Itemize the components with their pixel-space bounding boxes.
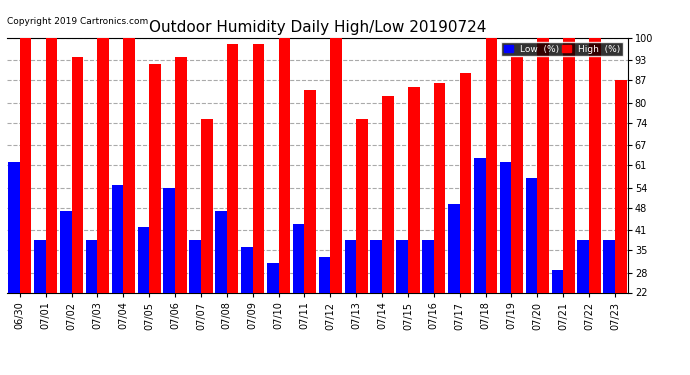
Bar — [538, 38, 549, 292]
Bar — [371, 240, 382, 292]
Bar — [46, 38, 57, 292]
Bar — [474, 159, 486, 292]
Bar — [344, 240, 356, 292]
Bar — [511, 57, 523, 292]
Bar — [149, 64, 161, 292]
Bar — [175, 57, 187, 292]
Bar — [382, 96, 394, 292]
Bar — [241, 247, 253, 292]
Bar — [201, 119, 213, 292]
Bar — [460, 74, 471, 292]
Bar — [319, 256, 331, 292]
Bar — [97, 38, 109, 292]
Legend: Low  (%), High  (%): Low (%), High (%) — [502, 42, 623, 56]
Bar — [215, 211, 227, 292]
Bar — [189, 240, 201, 292]
Bar — [164, 188, 175, 292]
Bar — [615, 80, 627, 292]
Title: Outdoor Humidity Daily High/Low 20190724: Outdoor Humidity Daily High/Low 20190724 — [149, 20, 486, 35]
Bar — [124, 38, 135, 292]
Bar — [422, 240, 434, 292]
Bar — [137, 227, 149, 292]
Bar — [227, 44, 239, 292]
Bar — [434, 83, 446, 292]
Bar — [279, 38, 290, 292]
Bar — [603, 240, 615, 292]
Bar — [20, 38, 32, 292]
Bar — [72, 57, 83, 292]
Bar — [8, 162, 20, 292]
Bar — [486, 38, 497, 292]
Bar — [356, 119, 368, 292]
Bar — [86, 240, 97, 292]
Bar — [500, 162, 511, 292]
Bar — [526, 178, 538, 292]
Bar — [396, 240, 408, 292]
Bar — [34, 240, 46, 292]
Bar — [304, 90, 316, 292]
Bar — [112, 184, 124, 292]
Bar — [589, 38, 601, 292]
Bar — [331, 38, 342, 292]
Bar — [408, 87, 420, 292]
Bar — [563, 38, 575, 292]
Text: Copyright 2019 Cartronics.com: Copyright 2019 Cartronics.com — [7, 17, 148, 26]
Bar — [578, 240, 589, 292]
Bar — [448, 204, 460, 292]
Bar — [253, 44, 264, 292]
Bar — [551, 270, 563, 292]
Bar — [293, 224, 304, 292]
Bar — [267, 263, 279, 292]
Bar — [60, 211, 72, 292]
